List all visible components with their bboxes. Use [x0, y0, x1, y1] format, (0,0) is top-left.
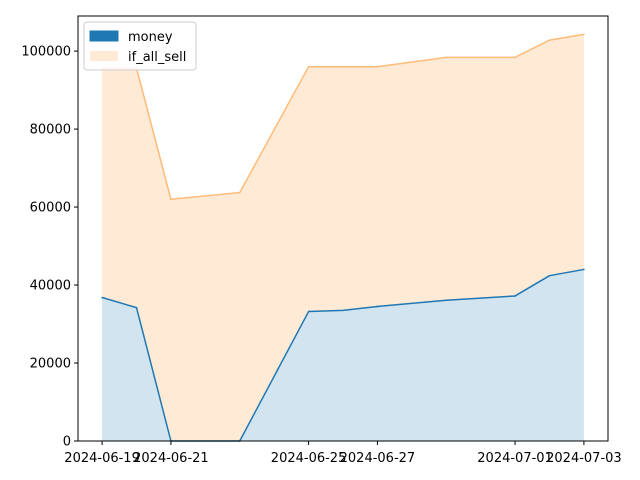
x-tick-label: 2024-06-27: [340, 451, 416, 466]
data-point-if_all_sell: [170, 198, 172, 201]
data-point-if_all_sell: [583, 33, 585, 36]
data-point-money: [342, 309, 344, 312]
data-point-if_all_sell: [307, 65, 310, 68]
legend-swatch-money: [89, 30, 119, 42]
area-fill-money: [102, 269, 584, 441]
x-tick-label: 2024-06-25: [271, 451, 347, 466]
legend-label-if_all_sell: if_all_sell: [128, 50, 186, 65]
y-tick-label: 0: [63, 435, 71, 450]
data-point-if_all_sell: [514, 56, 516, 59]
x-tick-label: 2024-06-19: [64, 451, 140, 466]
data-point-money: [376, 305, 379, 308]
data-point-if_all_sell: [548, 39, 551, 41]
y-tick-label: 100000: [21, 45, 71, 60]
data-point-if_all_sell: [445, 56, 448, 59]
data-point-money: [101, 296, 103, 299]
data-point-money: [548, 274, 551, 277]
y-tick-label: 80000: [30, 123, 71, 138]
x-tick-label: 2024-07-01: [477, 451, 553, 466]
data-point-money: [307, 310, 310, 313]
data-point-if_all_sell: [342, 65, 344, 68]
x-tick-label: 2024-07-03: [546, 451, 622, 466]
data-point-if_all_sell: [238, 191, 241, 194]
plot-frame: [77, 15, 609, 442]
legend-label-money: money: [128, 30, 173, 45]
area-fill-if_all_sell: [102, 34, 584, 441]
y-tick-label: 20000: [30, 357, 71, 372]
data-point-if_all_sell: [376, 65, 379, 68]
y-tick-label: 60000: [30, 201, 71, 216]
legend-swatch-if_all_sell: [90, 51, 118, 61]
y-tick-label: 40000: [30, 279, 71, 294]
data-point-money: [583, 268, 585, 271]
x-tick-label: 2024-06-21: [133, 451, 209, 466]
data-point-money: [445, 299, 448, 302]
data-point-money: [135, 306, 138, 309]
legend: money if_all_sell: [83, 21, 197, 71]
data-point-money: [514, 295, 516, 297]
